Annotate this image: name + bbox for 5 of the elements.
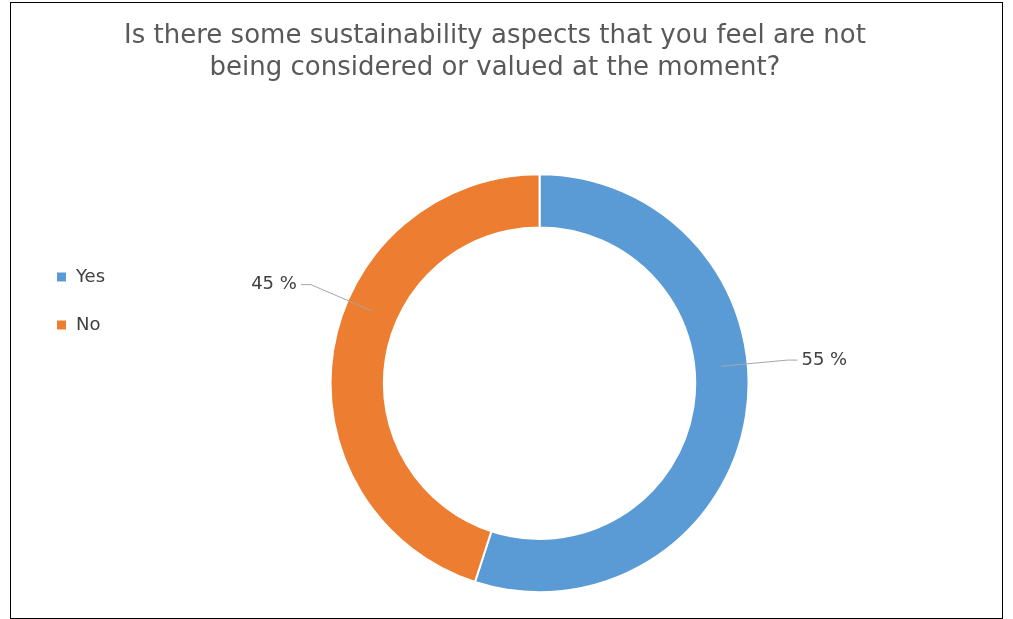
legend-label: No [76,312,101,334]
legend-label: Yes [75,264,106,286]
data-label: 55 % [801,347,848,369]
data-label: 45 % [251,272,297,294]
chart-title: Is there some sustainability aspects that you feel are not being considered or valued at the moment? [124,19,866,81]
